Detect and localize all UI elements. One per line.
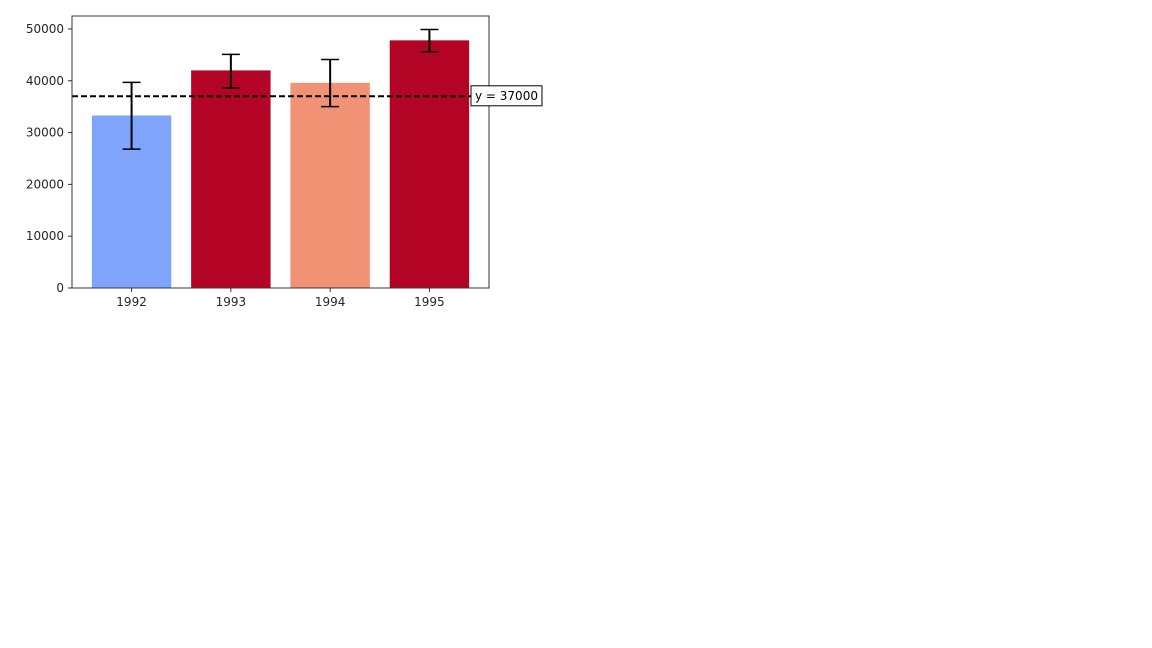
bar-1994 (290, 82, 370, 288)
x-tick-label: 1995 (414, 295, 445, 309)
annotation-box (470, 85, 543, 107)
plot-area-frame (71, 15, 490, 289)
annotation-label: y = 37000 (475, 89, 538, 103)
y-tick-label: 40000 (26, 74, 64, 88)
error-bar-1992 (122, 81, 141, 150)
y-axis: 0 10000 20000 30000 40000 50000 (26, 22, 72, 295)
bar-1993 (191, 70, 271, 289)
x-tick-label: 1993 (216, 295, 247, 309)
y-tick-label: 50000 (26, 22, 64, 36)
error-bar-1993 (221, 53, 240, 89)
y-tick-label: 30000 (26, 126, 64, 140)
x-axis: 1992 1993 1994 1995 (116, 288, 445, 309)
y-tick-label: 20000 (26, 177, 64, 191)
error-bars (122, 28, 439, 150)
reference-line-annotation: y = 37000 (470, 85, 543, 107)
error-bar-1995 (420, 28, 439, 53)
y-tick-label: 10000 (26, 229, 64, 243)
x-tick-label: 1992 (116, 295, 147, 309)
error-bar-1994 (321, 58, 340, 108)
x-tick-label: 1994 (315, 295, 346, 309)
y-tick-label: 0 (56, 281, 64, 295)
bar-1995 (389, 40, 470, 288)
bars (91, 40, 470, 289)
